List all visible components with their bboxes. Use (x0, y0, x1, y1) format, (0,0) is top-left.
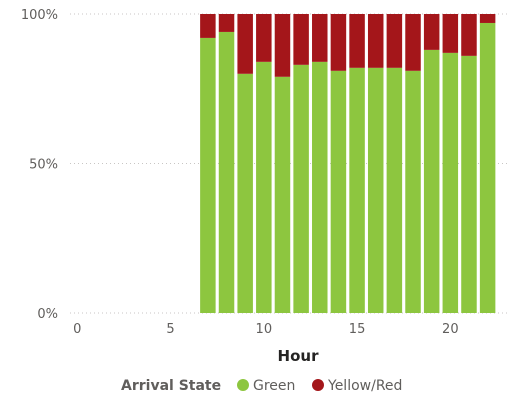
bar-13-green (312, 61, 328, 314)
bar-14-yellow-red (330, 14, 347, 71)
bar-18-green (405, 70, 421, 313)
bar-19-green (423, 49, 440, 313)
bar-8-yellow-red (218, 14, 235, 32)
bar-19-yellow-red (423, 14, 440, 50)
y-tick-label: 100% (21, 8, 58, 23)
bar-16-green (367, 67, 384, 313)
bar-10-yellow-red (256, 14, 272, 62)
x-tick-label: 15 (349, 322, 366, 337)
legend-swatch-yellow-red (312, 379, 324, 391)
bar-21-green (461, 55, 477, 314)
bar-12-yellow-red (293, 14, 309, 65)
bar-15-yellow-red (349, 14, 365, 68)
bar-9-yellow-red (237, 14, 253, 74)
bar-21-yellow-red (461, 14, 477, 56)
x-tick-label: 5 (166, 322, 174, 337)
bar-8-green (218, 31, 235, 313)
bar-11-green (274, 76, 291, 313)
y-tick-label: 50% (29, 158, 58, 173)
bar-16-yellow-red (367, 14, 384, 68)
bar-11-yellow-red (274, 14, 291, 77)
bar-7-green (200, 37, 216, 314)
y-axis-ticks: 0% 50% 100% (21, 8, 58, 322)
bars (200, 14, 496, 314)
x-tick-label: 10 (256, 322, 273, 337)
bar-12-green (293, 64, 309, 313)
bar-7-yellow-red (200, 14, 216, 38)
legend-swatch-green (237, 379, 249, 391)
bar-13-yellow-red (312, 14, 328, 62)
bar-15-green (349, 67, 365, 313)
bar-20-yellow-red (442, 14, 459, 53)
x-axis-title: Hour (278, 347, 320, 365)
bar-18-yellow-red (405, 14, 421, 71)
bar-20-green (442, 52, 459, 314)
x-axis-ticks: 0 5 10 15 20 (73, 322, 458, 337)
bar-10-green (256, 61, 272, 314)
bar-14-green (330, 70, 347, 313)
bar-9-green (237, 73, 253, 313)
bar-17-yellow-red (386, 14, 403, 68)
bar-22-yellow-red (479, 14, 496, 23)
x-tick-label: 0 (73, 322, 81, 337)
legend-label-yellow-red: Yellow/Red (327, 378, 402, 394)
legend: Arrival State Green Yellow/Red (121, 378, 402, 394)
y-tick-label: 0% (37, 307, 58, 322)
bar-22-green (479, 22, 496, 313)
x-tick-label: 20 (442, 322, 459, 337)
legend-label-green: Green (253, 378, 295, 394)
bar-17-green (386, 67, 403, 313)
legend-title: Arrival State (121, 378, 221, 394)
